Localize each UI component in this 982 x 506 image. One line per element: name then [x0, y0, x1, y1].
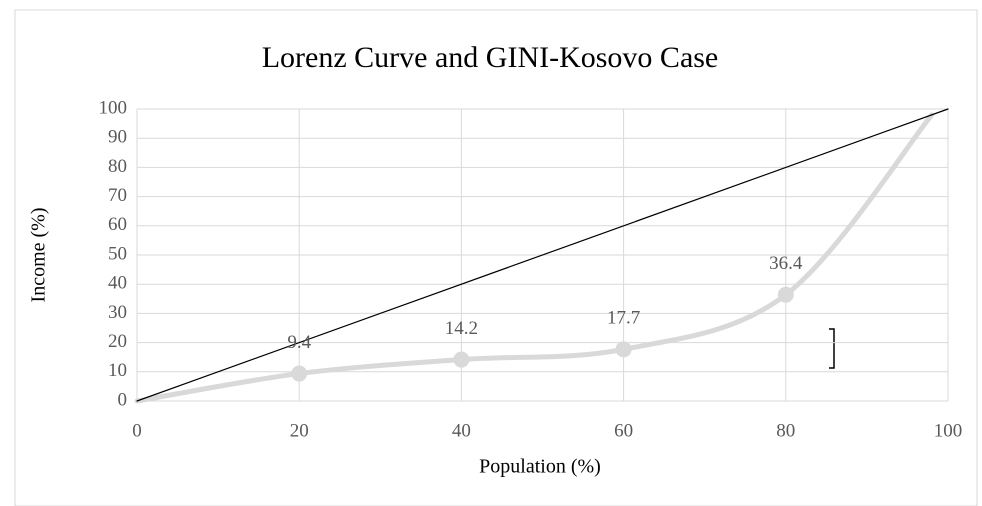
y-tick-label: 80	[108, 156, 127, 177]
point-marker	[453, 351, 470, 368]
y-tick-label: 100	[99, 97, 128, 118]
y-tick-label: 60	[108, 214, 127, 235]
y-tick-label: 20	[108, 331, 127, 352]
x-tick-label: 80	[776, 420, 795, 441]
x-axis-title: Population (%)	[479, 456, 601, 478]
y-tick-label: 10	[108, 360, 127, 381]
x-tick-label: 0	[132, 420, 142, 441]
x-tick-label: 60	[614, 420, 633, 441]
series-line	[136, 108, 949, 402]
data-label: 9.4	[287, 332, 311, 353]
data-label: 17.7	[607, 308, 640, 329]
chart-title: Lorenz Curve and GINI-Kosovo Case	[262, 41, 719, 74]
y-tick-label: 30	[108, 302, 127, 323]
point-marker	[777, 286, 794, 303]
y-axis-title: Income (%)	[28, 208, 50, 303]
x-tick-label: 40	[452, 420, 471, 441]
y-tick-label: 90	[108, 127, 127, 148]
x-tick-label: 20	[290, 420, 309, 441]
data-label: 36.4	[769, 253, 803, 274]
x-tick-label: 100	[934, 420, 963, 441]
chart-border	[14, 9, 978, 506]
point-marker	[615, 341, 632, 358]
point-marker	[291, 365, 308, 382]
data-label: 14.2	[445, 318, 478, 339]
y-tick-label: 40	[108, 273, 127, 294]
y-tick-label: 50	[108, 243, 127, 264]
series-line	[134, 112, 935, 404]
bracket	[829, 328, 835, 369]
y-tick-label: 0	[118, 389, 128, 410]
y-tick-label: 70	[108, 185, 127, 206]
